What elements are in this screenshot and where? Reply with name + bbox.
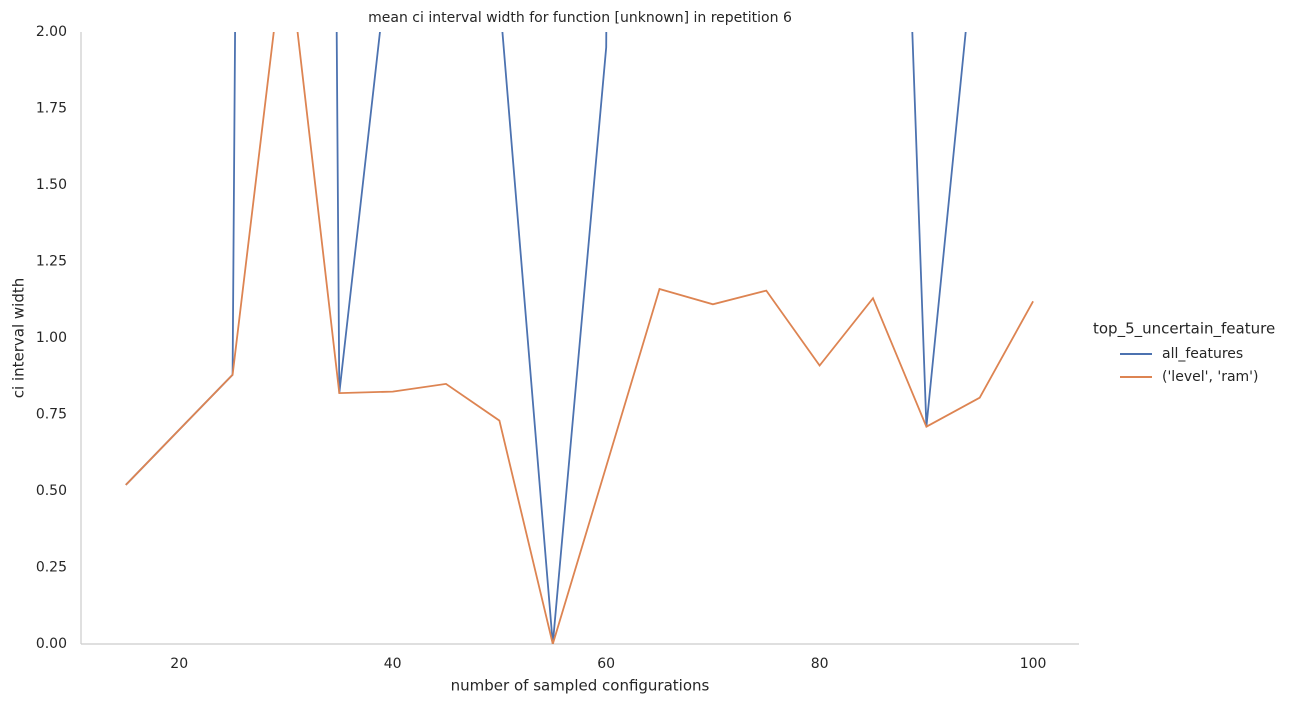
x-tick-label: 60 — [597, 656, 615, 672]
y-tick-label: 1.75 — [36, 101, 67, 117]
y-axis-label: ci interval width — [10, 278, 28, 398]
line-series — [125, 32, 1034, 644]
y-tick-label: 0.25 — [36, 560, 67, 576]
x-tick-label: 80 — [811, 656, 829, 672]
x-tick-label: 40 — [384, 656, 402, 672]
chart-title: mean ci interval width for function [unk… — [368, 10, 792, 26]
y-tick-label: 2.00 — [36, 24, 67, 40]
y-tick-label: 0.00 — [36, 636, 67, 652]
y-tick-label: 1.25 — [36, 254, 67, 270]
y-tick-label: 0.50 — [36, 483, 67, 499]
line-series — [125, 32, 967, 644]
x-axis-label: number of sampled configurations — [451, 677, 710, 695]
plot-area — [125, 32, 1034, 644]
legend-title: top_5_uncertain_feature — [1093, 320, 1275, 339]
y-tick-label: 0.75 — [36, 407, 67, 423]
y-tick-label: 1.50 — [36, 177, 67, 193]
x-tick-label: 100 — [1020, 656, 1047, 672]
legend-label: all_features — [1162, 346, 1243, 362]
x-tick-label: 20 — [170, 656, 188, 672]
legend-label: ('level', 'ram') — [1162, 369, 1258, 385]
y-tick-label: 1.00 — [36, 330, 67, 346]
